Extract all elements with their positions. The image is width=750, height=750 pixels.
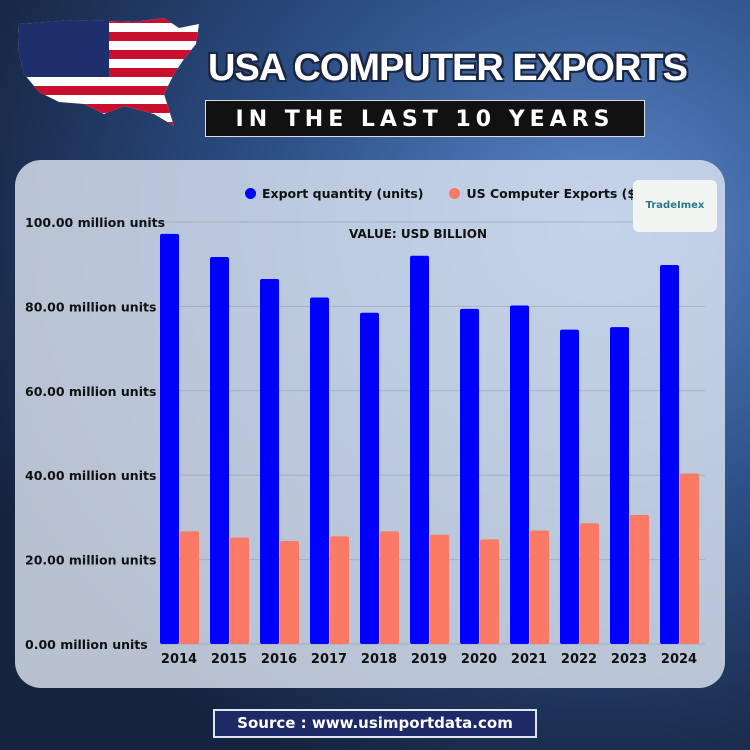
- y-tick-label: 60.00 million units: [25, 384, 156, 399]
- bar-export-value: [430, 534, 449, 644]
- y-tick-label: 100.00 million units: [25, 215, 165, 230]
- bar-export-quantity: [260, 278, 279, 644]
- page-title: USA COMPUTER EXPORTS: [208, 47, 688, 89]
- bar-export-quantity: [160, 233, 179, 645]
- bar-export-quantity: [310, 297, 329, 644]
- x-tick-label: 2016: [261, 652, 297, 667]
- x-tick-label: 2017: [311, 652, 347, 667]
- page-subtitle: IN THE LAST 10 YEARS: [205, 100, 645, 137]
- bar-export-quantity: [660, 265, 679, 644]
- bar-export-value: [280, 541, 299, 644]
- x-tick-label: 2021: [511, 652, 547, 667]
- value-annotation: VALUE: USD BILLION: [349, 227, 487, 241]
- bar-export-value: [580, 523, 599, 644]
- legend-label: Export quantity (units): [262, 186, 424, 201]
- bar-export-quantity: [410, 255, 429, 644]
- usa-map-flag-icon: [18, 18, 199, 126]
- bar-export-quantity: [560, 329, 579, 644]
- y-tick-label: 80.00 million units: [25, 299, 156, 314]
- y-tick-label: 0.00 million units: [25, 637, 148, 652]
- bar-export-quantity: [610, 327, 629, 644]
- legend-item-value: US Computer Exports ($): [449, 186, 642, 201]
- bar-export-value: [530, 530, 549, 644]
- bar-export-value: [680, 473, 699, 644]
- x-tick-label: 2022: [561, 652, 597, 667]
- tradeimex-logo: TradeImex: [633, 180, 717, 232]
- x-tick-label: 2014: [161, 652, 197, 667]
- bar-export-value: [480, 539, 499, 644]
- x-tick-label: 2023: [611, 652, 647, 667]
- legend-label: US Computer Exports ($): [466, 186, 642, 201]
- chart-legend: Export quantity (units) US Computer Expo…: [245, 186, 642, 201]
- bar-export-value: [230, 537, 249, 644]
- bar-export-value: [180, 531, 199, 644]
- bar-export-quantity: [460, 308, 479, 644]
- legend-dot-icon: [449, 188, 461, 199]
- legend-item-quantity: Export quantity (units): [245, 186, 423, 201]
- x-tick-label: 2018: [361, 652, 397, 667]
- legend-dot-icon: [245, 188, 256, 199]
- bar-export-quantity: [510, 305, 529, 644]
- bar-export-quantity: [360, 312, 379, 644]
- x-tick-label: 2015: [211, 652, 247, 667]
- y-tick-label: 20.00 million units: [25, 553, 156, 568]
- source-label: Source : www.usimportdata.com: [213, 709, 537, 738]
- bar-export-value: [630, 514, 649, 644]
- x-tick-label: 2020: [461, 652, 497, 667]
- y-tick-label: 40.00 million units: [25, 468, 156, 483]
- x-tick-label: 2019: [411, 652, 447, 667]
- bar-export-value: [380, 531, 399, 644]
- bar-export-value: [330, 536, 349, 644]
- bar-export-quantity: [210, 257, 229, 644]
- x-tick-label: 2024: [661, 652, 697, 667]
